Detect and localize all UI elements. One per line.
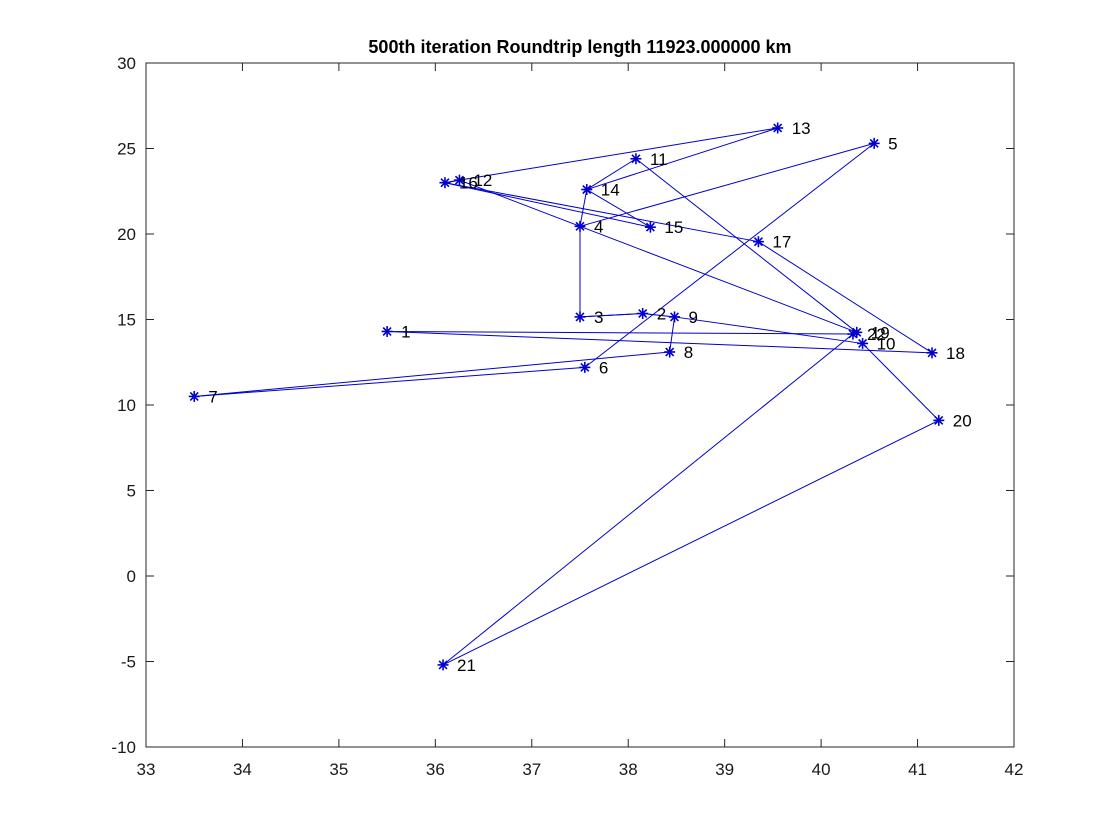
- x-tick-label: 41: [908, 760, 927, 779]
- point-label: 8: [684, 343, 693, 362]
- route-segment: [194, 366, 585, 397]
- route-segment: [586, 127, 778, 191]
- point-label: 5: [888, 134, 897, 153]
- point-label: 1: [401, 322, 410, 341]
- route-segment: [862, 343, 940, 421]
- point-label: 3: [594, 308, 603, 327]
- route-segment: [758, 241, 933, 354]
- route-segment: [584, 142, 875, 368]
- point-label: 22: [867, 325, 886, 344]
- x-axis: 33 34 35 36 37 38 39 40 41 42: [137, 63, 1024, 779]
- x-tick-label: 36: [426, 760, 445, 779]
- route-segment: [579, 313, 643, 318]
- x-tick-label: 42: [1005, 760, 1024, 779]
- y-tick-label: 15: [117, 311, 136, 330]
- route-segment: [669, 316, 676, 353]
- x-tick-label: 38: [619, 760, 638, 779]
- point-label: 10: [877, 334, 896, 353]
- route-segment: [194, 351, 670, 397]
- y-tick-label: 5: [127, 482, 136, 501]
- point-marker: [574, 311, 586, 323]
- route-segment: [387, 330, 853, 335]
- point-label: 16: [459, 174, 478, 193]
- point-marker: [926, 347, 938, 359]
- point-marker: [574, 220, 586, 232]
- y-tick-label: 10: [117, 396, 136, 415]
- point-label: 2: [657, 305, 666, 324]
- x-tick-label: 33: [137, 760, 156, 779]
- point-marker: [664, 346, 676, 358]
- point-marker: [847, 328, 859, 340]
- point-label: 14: [601, 181, 620, 200]
- point-label: 20: [953, 411, 972, 430]
- point-marker: [188, 390, 200, 402]
- point-label: 7: [208, 387, 217, 406]
- route-segment: [586, 158, 637, 190]
- point-marker: [637, 308, 649, 320]
- point-marker: [579, 361, 591, 373]
- x-tick-label: 40: [812, 760, 831, 779]
- point-markers: [188, 122, 945, 671]
- route-segment: [586, 189, 651, 228]
- y-tick-label: 30: [117, 54, 136, 73]
- x-tick-label: 37: [522, 760, 541, 779]
- route-segment: [635, 158, 858, 333]
- point-label: 17: [772, 233, 791, 252]
- x-tick-label: 35: [329, 760, 348, 779]
- point-marker: [437, 659, 449, 671]
- route-segment: [444, 182, 759, 243]
- plot-area: [145, 62, 1015, 748]
- point-marker: [453, 174, 465, 186]
- point-marker: [669, 311, 681, 323]
- route-segment: [674, 316, 863, 344]
- point-label: 13: [792, 119, 811, 138]
- route-segment: [442, 333, 854, 666]
- x-tick-label: 39: [715, 760, 734, 779]
- point-marker: [581, 184, 593, 196]
- chart-title: 500th iteration Roundtrip length 11923.0…: [368, 37, 791, 57]
- y-tick-label: 25: [117, 140, 136, 159]
- point-label: 4: [594, 217, 603, 236]
- point-marker: [772, 122, 784, 134]
- route-segment: [579, 189, 588, 227]
- point-label: 12: [473, 171, 492, 190]
- route-lines: [194, 127, 940, 666]
- point-marker: [868, 137, 880, 149]
- point-marker: [752, 236, 764, 248]
- point-label: 9: [689, 308, 698, 327]
- point-label: 11: [650, 150, 668, 169]
- route-segment: [444, 182, 651, 228]
- point-label: 21: [457, 656, 476, 675]
- y-tick-label: 20: [117, 225, 136, 244]
- y-tick-label: -10: [111, 738, 136, 757]
- point-label: 19: [871, 323, 890, 342]
- point-marker: [644, 221, 656, 233]
- x-tick-label: 34: [233, 760, 252, 779]
- point-label: 6: [599, 358, 608, 377]
- point-marker: [857, 337, 869, 349]
- point-marker: [381, 325, 393, 337]
- route-segment: [459, 127, 778, 181]
- point-marker: [439, 177, 451, 189]
- point-label: 18: [946, 344, 965, 363]
- route-segment: [459, 179, 857, 333]
- point-label: 15: [664, 218, 683, 237]
- point-marker: [630, 153, 642, 165]
- y-tick-label: -5: [121, 653, 136, 672]
- route-segment: [442, 419, 939, 666]
- route-segment: [579, 142, 875, 227]
- point-marker: [933, 414, 945, 426]
- y-tick-label: 0: [127, 567, 136, 586]
- route-segment: [387, 330, 933, 354]
